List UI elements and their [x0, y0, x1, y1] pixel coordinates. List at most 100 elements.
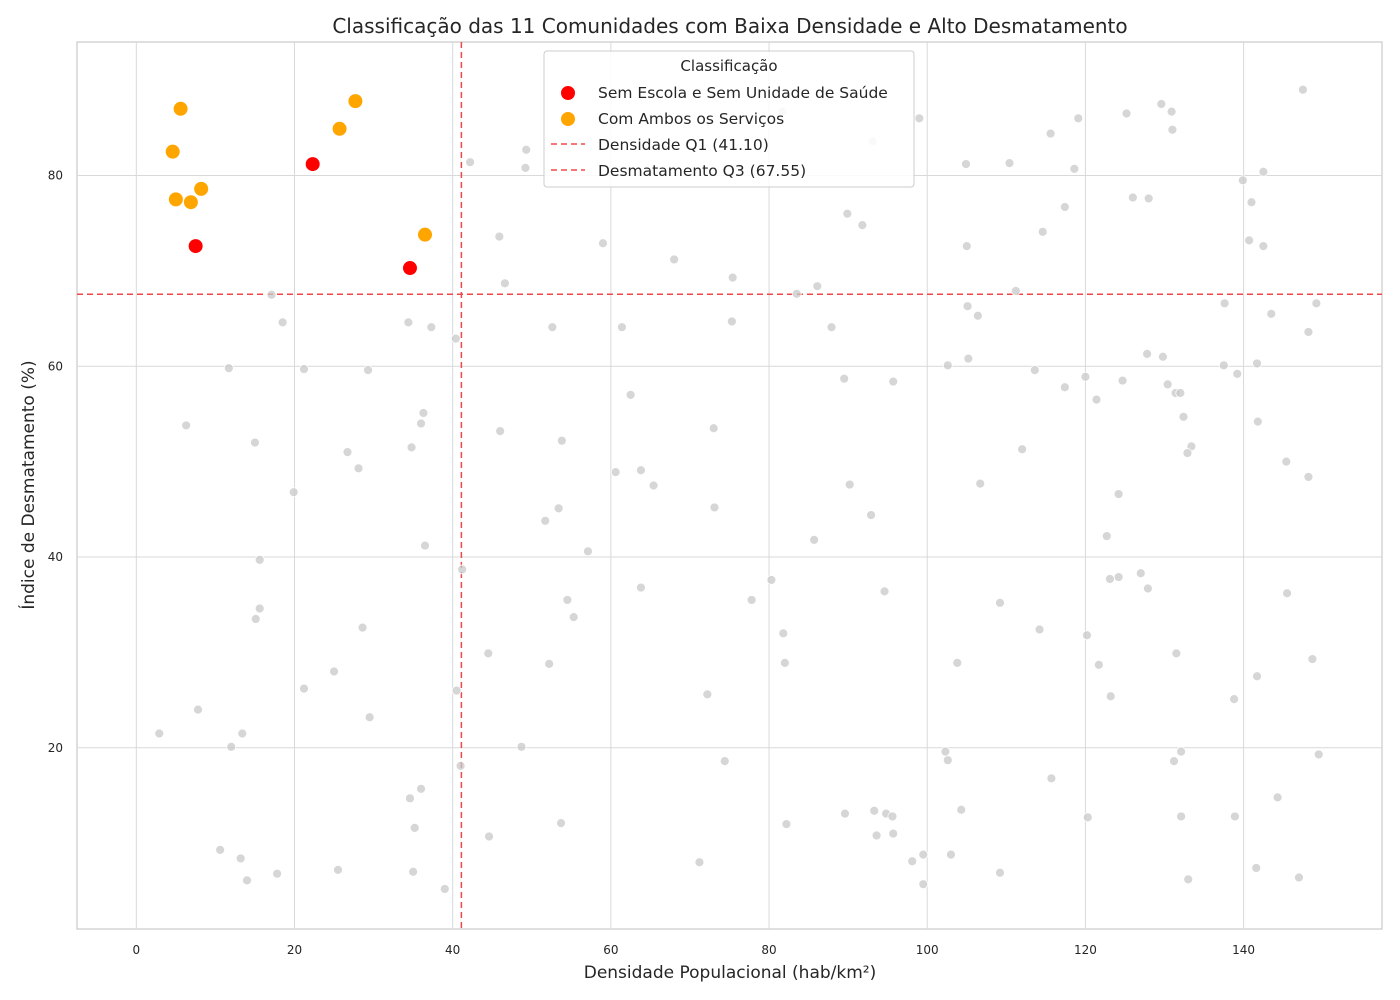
background-point [499, 278, 510, 289]
background-point [598, 238, 608, 249]
background-point [1176, 746, 1187, 757]
both-services-point [164, 143, 181, 160]
background-point [520, 162, 531, 173]
background-point [1294, 872, 1304, 883]
background-point [1162, 379, 1173, 390]
background-point [1251, 863, 1262, 873]
background-point [1093, 659, 1104, 670]
background-point [1171, 648, 1182, 659]
background-point [1113, 489, 1124, 499]
background-point [1219, 298, 1230, 309]
background-point [1046, 773, 1057, 784]
background-point [1229, 694, 1239, 705]
background-point [516, 741, 527, 752]
background-point [1175, 388, 1186, 398]
background-point [1142, 348, 1152, 359]
background-point [866, 510, 876, 520]
background-point [455, 761, 466, 771]
x-tick-label: 0 [132, 943, 140, 957]
background-point [266, 289, 277, 300]
background-point [636, 465, 646, 476]
x-tick-label: 120 [1074, 943, 1097, 957]
background-point [1010, 286, 1021, 296]
background-point [1252, 416, 1263, 427]
background-point [405, 793, 415, 804]
background-point [1082, 812, 1093, 823]
background-point [553, 503, 564, 514]
background-point [826, 322, 837, 333]
background-point [871, 830, 882, 841]
background-point [1034, 624, 1045, 635]
background-point [961, 159, 971, 169]
background-point [1059, 202, 1070, 212]
background-point [547, 322, 558, 333]
background-point [1080, 371, 1091, 382]
background-point [495, 426, 506, 437]
background-point [962, 301, 973, 312]
background-point [583, 546, 593, 557]
legend-title: Classificação [680, 57, 777, 75]
background-point [942, 755, 953, 766]
background-point [1029, 365, 1040, 375]
background-point [887, 811, 898, 822]
x-tick-label: 140 [1232, 943, 1255, 957]
background-point [918, 849, 929, 860]
background-point [181, 420, 192, 431]
x-tick-label: 80 [761, 943, 776, 957]
background-point [1218, 360, 1229, 371]
background-point [299, 683, 309, 694]
legend-marker-orange [560, 111, 576, 127]
background-point [1069, 163, 1080, 174]
background-point [254, 603, 265, 614]
background-point [1105, 691, 1116, 702]
background-point [1082, 630, 1092, 641]
background-point [333, 864, 343, 875]
background-point [610, 467, 621, 478]
legend: Classificação Sem Escola e Sem Unidade d… [543, 50, 915, 188]
background-point [1237, 175, 1248, 186]
background-point [857, 220, 868, 231]
background-point [1073, 113, 1084, 124]
background-point [1059, 382, 1070, 393]
background-point [1156, 99, 1167, 109]
background-point [1303, 327, 1314, 337]
background-point [702, 689, 713, 700]
background-point [1258, 241, 1269, 252]
background-point [1017, 444, 1028, 455]
background-point [363, 365, 373, 375]
background-point [879, 586, 890, 597]
background-point [791, 288, 802, 299]
background-point [1167, 124, 1178, 135]
background-point [450, 333, 461, 344]
background-point [1127, 192, 1138, 203]
background-point [719, 756, 730, 767]
background-point [237, 728, 248, 739]
background-point [1169, 756, 1179, 767]
background-point [426, 322, 437, 333]
background-point [364, 712, 375, 723]
background-point [521, 144, 532, 155]
background-point [1266, 308, 1277, 319]
background-point [288, 487, 299, 498]
background-point [869, 805, 880, 816]
background-point [250, 437, 260, 448]
background-point [617, 322, 627, 333]
both-services-point [167, 191, 184, 208]
background-point [342, 447, 353, 458]
background-point [907, 856, 918, 867]
background-point [1282, 588, 1292, 599]
background-point [1135, 568, 1146, 579]
background-point [1105, 574, 1115, 584]
x-tick-label: 60 [603, 943, 618, 957]
background-point [842, 208, 853, 219]
no-services-point [187, 238, 204, 255]
background-point [1298, 84, 1308, 95]
background-point [418, 408, 429, 418]
background-point [1272, 792, 1283, 803]
background-point [357, 622, 368, 633]
background-point [329, 666, 339, 677]
background-point [1281, 456, 1292, 467]
background-point [562, 595, 573, 605]
background-point [403, 317, 414, 328]
